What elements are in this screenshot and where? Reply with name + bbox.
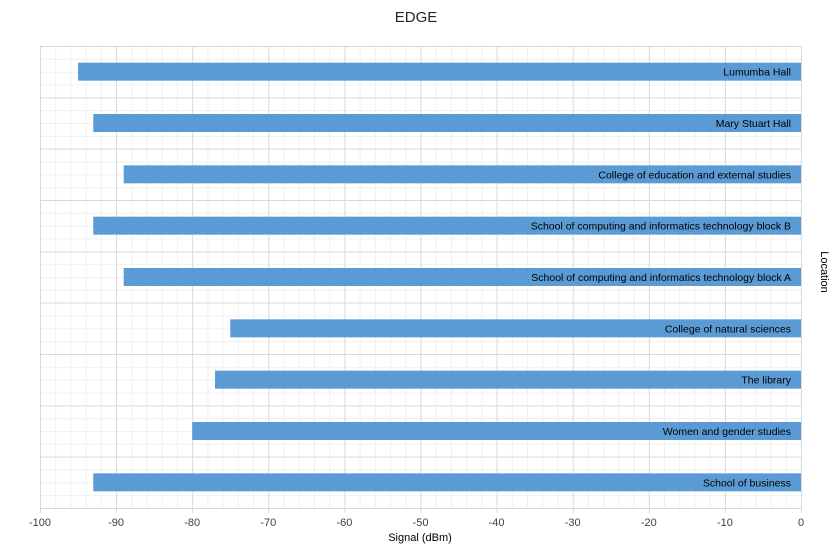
category-label: Lumumba Hall	[723, 67, 791, 79]
bars	[78, 62, 802, 492]
x-tick-label: -20	[641, 517, 657, 529]
category-label: The library	[741, 375, 791, 387]
x-tick-label: -80	[184, 517, 200, 529]
x-tick-label: -60	[336, 517, 352, 529]
bar	[215, 370, 801, 389]
x-axis-title: Signal (dBm)	[388, 532, 452, 544]
category-label: Women and gender studies	[663, 426, 791, 438]
x-tick-label: -50	[413, 517, 429, 529]
bar	[78, 62, 802, 81]
category-label: Mary Stuart Hall	[716, 118, 791, 130]
x-tick-labels: -100 -90 -80 -70 -60 -50 -40 -30 -20 -10 0	[29, 517, 804, 529]
y-axis-title: Location	[818, 251, 830, 293]
category-label: School of computing and informatics tech…	[531, 272, 791, 284]
bar	[192, 422, 801, 440]
x-tick-label: -70	[260, 517, 276, 529]
category-label: School of business	[703, 477, 791, 489]
category-labels: Lumumba Hall Mary Stuart Hall College of e…	[531, 67, 792, 490]
bar	[93, 473, 801, 492]
category-label: College of education and external studie…	[598, 169, 791, 181]
x-tick-label: -90	[108, 517, 124, 529]
x-tick-label: 0	[798, 517, 804, 529]
x-tick-label: -40	[489, 517, 505, 529]
bar	[93, 216, 801, 235]
x-tick-label: -10	[717, 517, 733, 529]
bar	[230, 319, 801, 338]
category-label: College of natural sciences	[665, 323, 791, 335]
bar	[123, 268, 801, 286]
bar	[93, 114, 801, 132]
chart-title: EDGE	[395, 9, 438, 26]
bar	[123, 165, 801, 184]
category-label: School of computing and informatics tech…	[531, 221, 791, 233]
x-tick-label: -100	[29, 517, 51, 529]
x-tick-label: -30	[565, 517, 581, 529]
